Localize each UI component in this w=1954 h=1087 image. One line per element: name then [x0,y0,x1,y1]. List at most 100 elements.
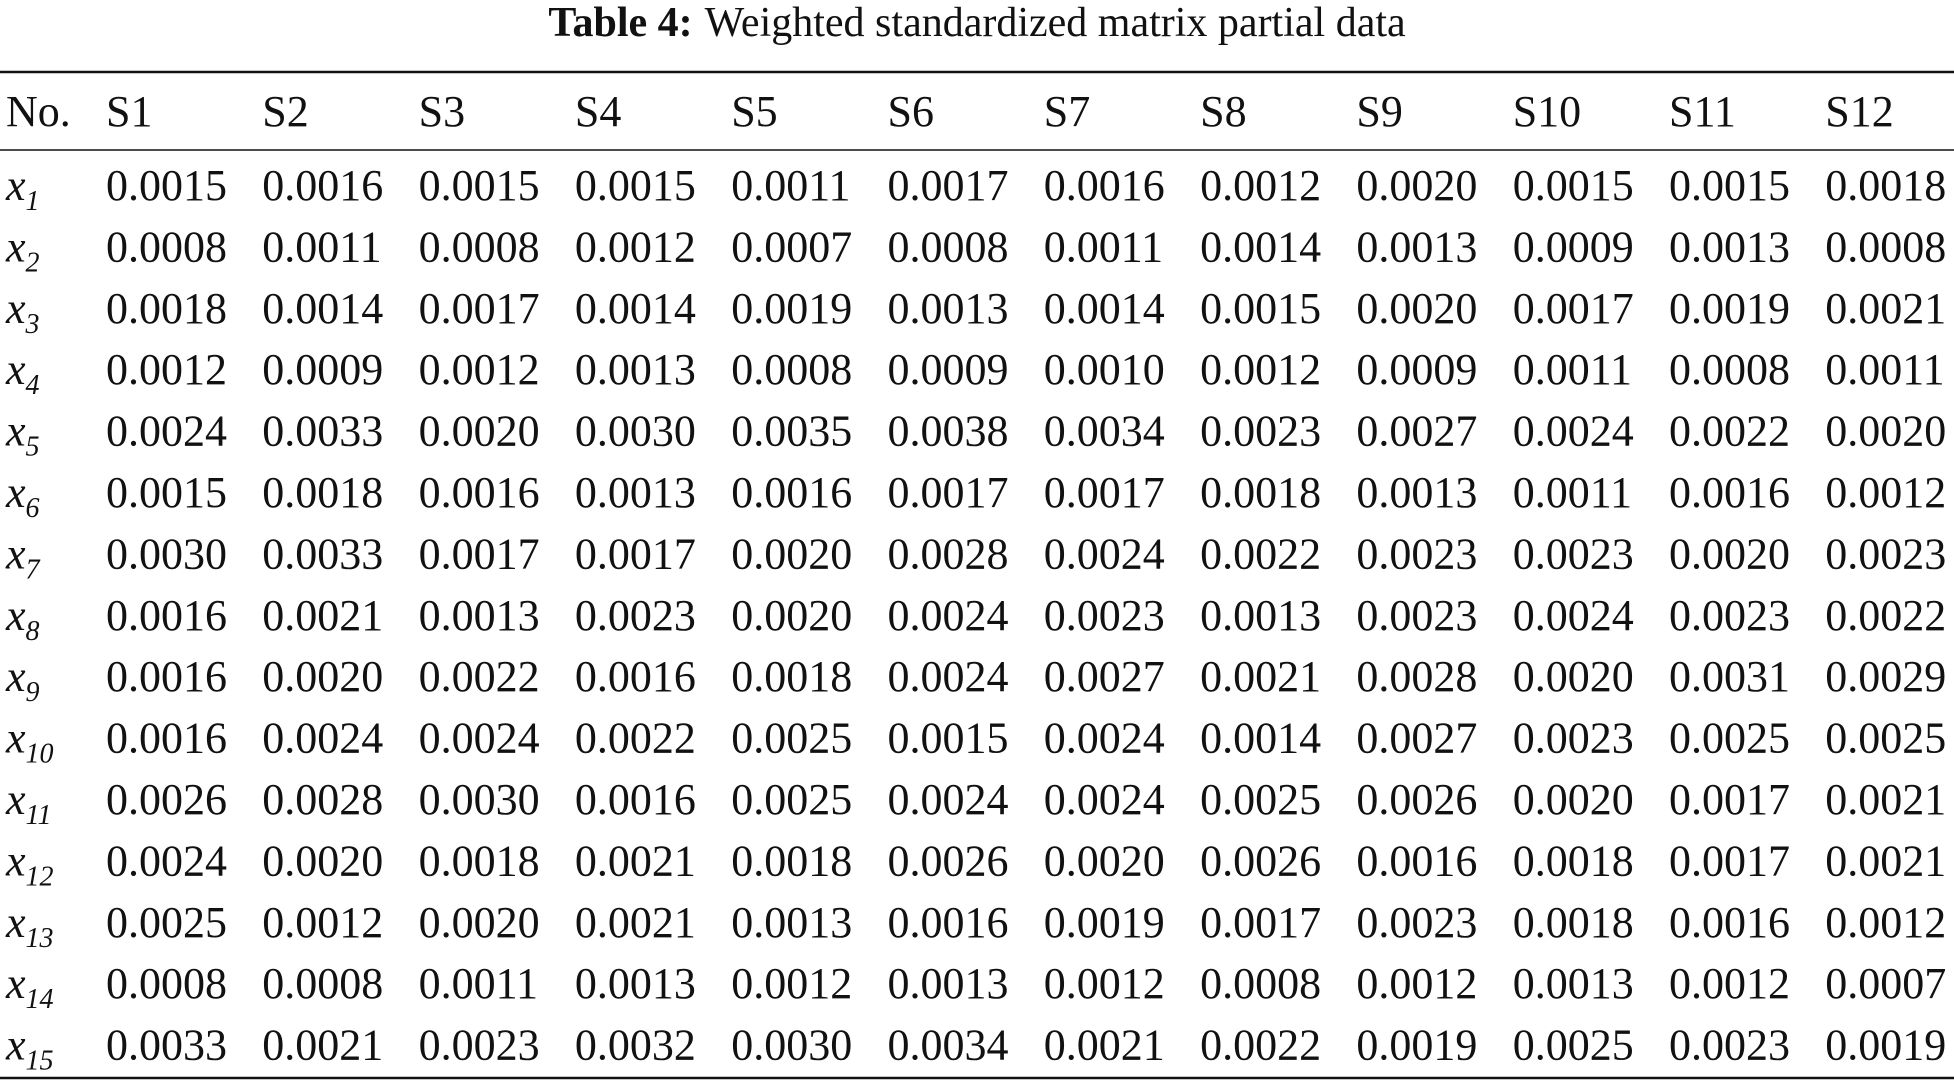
cell: 0.0012 [731,959,852,1008]
cell: 0.0023 [1356,529,1477,578]
cell: 0.0014 [1200,222,1321,271]
column-header: S10 [1513,87,1581,136]
row-label: x1 [5,161,40,217]
cell: 0.0025 [1200,775,1321,824]
cell: 0.0024 [888,775,1009,824]
cell: 0.0012 [419,345,540,394]
row-subscript: 15 [26,1046,54,1077]
cell: 0.0022 [1200,1021,1321,1070]
cell: 0.0017 [419,529,540,578]
cell: 0.0015 [575,161,696,210]
column-header: S1 [106,87,152,136]
cell: 0.0024 [888,652,1009,701]
cell: 0.0020 [262,836,383,885]
cell: 0.0021 [262,1021,383,1070]
cell: 0.0013 [1200,591,1321,640]
cell: 0.0023 [419,1021,540,1070]
cell: 0.0015 [106,468,227,517]
cell: 0.0019 [1356,1021,1477,1070]
cell: 0.0030 [419,775,540,824]
row-label: x15 [5,1021,54,1077]
row-subscript: 6 [26,493,40,524]
cell: 0.0024 [106,836,227,885]
cell: 0.0017 [1669,775,1790,824]
cell: 0.0013 [419,591,540,640]
cell: 0.0020 [1356,161,1477,210]
cell: 0.0024 [1044,529,1165,578]
cell: 0.0017 [419,284,540,333]
cell: 0.0018 [1825,161,1946,210]
row-subscript: 3 [25,309,40,340]
cell: 0.0023 [1356,898,1477,947]
cell: 0.0019 [731,284,852,333]
cell: 0.0038 [888,407,1009,456]
cell: 0.0023 [1513,714,1634,763]
cell: 0.0032 [575,1021,696,1070]
row-label: x12 [5,836,54,892]
cell: 0.0013 [888,959,1009,1008]
cell: 0.0009 [888,345,1009,394]
row-variable: x [5,959,26,1008]
row-label: x2 [5,222,40,278]
cell: 0.0013 [575,345,696,394]
cell: 0.0021 [262,591,383,640]
row-label: x5 [5,407,40,463]
cell: 0.0033 [262,529,383,578]
row-label: x6 [5,468,40,524]
cell: 0.0018 [731,836,852,885]
cell: 0.0020 [262,652,383,701]
cell: 0.0011 [1513,468,1632,517]
cell: 0.0009 [262,345,383,394]
cell: 0.0017 [888,468,1009,517]
cell: 0.0025 [1513,1021,1634,1070]
cell: 0.0009 [1513,222,1634,271]
table-caption: Table 4: Weighted standardized matrix par… [548,0,1406,46]
cell: 0.0021 [1825,775,1946,824]
cell: 0.0012 [106,345,227,394]
cell: 0.0013 [888,284,1009,333]
cell: 0.0016 [262,161,383,210]
cell: 0.0021 [1044,1021,1165,1070]
cell: 0.0030 [731,1021,852,1070]
row-variable: x [5,898,26,947]
cell: 0.0020 [1513,775,1634,824]
cell: 0.0024 [888,591,1009,640]
cell: 0.0020 [419,898,540,947]
cell: 0.0022 [1669,407,1790,456]
cell: 0.0025 [1825,714,1946,763]
cell: 0.0023 [1825,529,1946,578]
cell: 0.0012 [1200,161,1321,210]
cell: 0.0016 [575,775,696,824]
row-variable: x [5,652,26,701]
row-subscript: 8 [26,616,40,647]
cell: 0.0026 [106,775,227,824]
cell: 0.0019 [1044,898,1165,947]
column-header: S2 [262,87,308,136]
row-subscript: 1 [26,186,40,217]
cell: 0.0028 [262,775,383,824]
cell: 0.0016 [575,652,696,701]
cell: 0.0011 [1044,222,1163,271]
cell: 0.0023 [1200,407,1321,456]
cell: 0.0016 [419,468,540,517]
cell: 0.0023 [1513,529,1634,578]
cell: 0.0013 [575,468,696,517]
caption-text: Weighted standardized matrix partial dat… [705,0,1406,46]
cell: 0.0008 [106,222,227,271]
cell: 0.0024 [1513,591,1634,640]
cell: 0.0025 [1669,714,1790,763]
cell: 0.0020 [731,529,852,578]
cell: 0.0020 [1356,284,1477,333]
column-header: S5 [731,87,777,136]
cell: 0.0008 [1200,959,1321,1008]
row-label: x11 [5,775,51,831]
caption-label: Table 4: [548,0,692,46]
row-variable: x [5,161,26,210]
cell: 0.0015 [1200,284,1321,333]
cell: 0.0024 [262,714,383,763]
cell: 0.0016 [1669,898,1790,947]
cell: 0.0020 [731,591,852,640]
cell: 0.0008 [262,959,383,1008]
cell: 0.0023 [1356,591,1477,640]
